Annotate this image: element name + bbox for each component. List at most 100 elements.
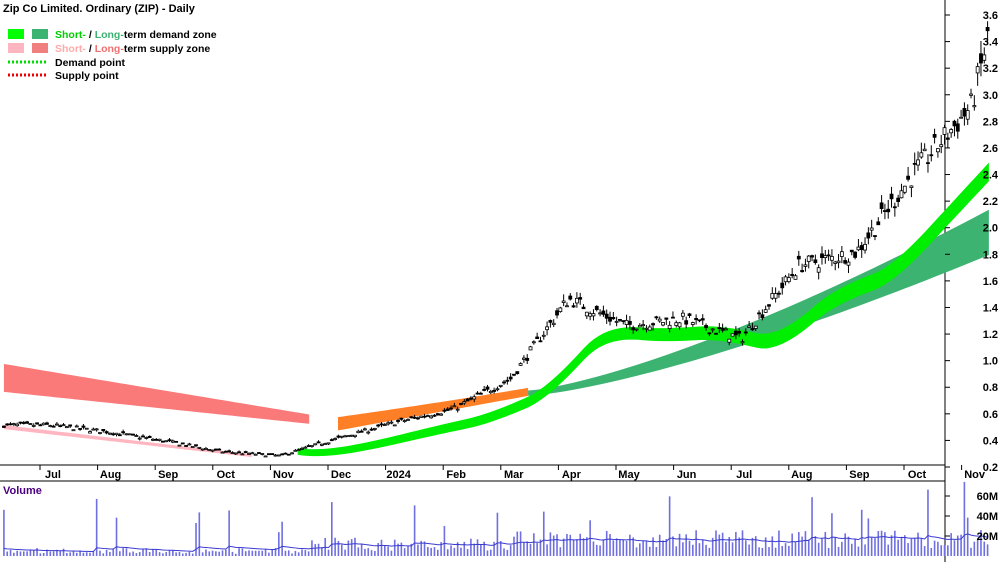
volume-bar — [261, 550, 264, 556]
volume-bar — [718, 534, 721, 556]
candle — [316, 440, 321, 444]
candle — [591, 309, 596, 321]
volume-tick-label: 60M — [977, 491, 998, 503]
candle — [727, 338, 732, 346]
legend-swatch-long-supply — [32, 43, 48, 53]
candle — [906, 166, 910, 182]
volume-bar — [433, 547, 436, 556]
volume-bar — [278, 532, 280, 556]
volume-bar — [231, 551, 234, 556]
volume-bar — [847, 536, 850, 556]
candle — [836, 254, 841, 269]
volume-bar — [824, 532, 827, 556]
volume-bar — [483, 541, 485, 556]
volume-bar — [880, 530, 883, 556]
candle — [614, 316, 619, 327]
x-tick-label: Dec — [331, 469, 351, 481]
volume-bar — [79, 550, 81, 556]
candle — [780, 277, 785, 295]
candle — [518, 362, 523, 366]
candle — [31, 423, 36, 428]
candle — [919, 142, 924, 159]
volume-bar — [986, 544, 989, 556]
volume-bar — [218, 551, 220, 556]
volume-bar — [234, 553, 237, 556]
volume-bar — [42, 553, 45, 556]
volume-bar — [181, 553, 184, 556]
volume-bar — [403, 548, 406, 556]
candle — [35, 422, 39, 425]
candle — [531, 340, 536, 345]
volume-bar — [629, 534, 631, 556]
y-tick-label: 3.4 — [983, 37, 999, 49]
candle — [260, 453, 265, 456]
volume-bar — [894, 530, 896, 556]
volume-bar — [102, 553, 105, 556]
candle — [346, 435, 351, 438]
candle — [813, 254, 818, 265]
volume-bar — [665, 538, 668, 556]
volume-bar — [930, 547, 933, 556]
volume-bar — [453, 547, 456, 556]
volume-bar — [72, 550, 75, 556]
volume-bar — [99, 550, 101, 556]
candle — [710, 328, 715, 333]
candle — [167, 438, 172, 442]
candle — [561, 294, 566, 307]
volume-bar — [950, 533, 952, 556]
volume-bar — [493, 541, 495, 556]
volume-bar — [374, 550, 376, 556]
volume-bar — [476, 539, 479, 556]
candle — [190, 446, 195, 448]
volume-bar — [367, 548, 370, 556]
volume-bar — [344, 549, 346, 556]
volume-bar — [807, 539, 810, 556]
candle — [164, 440, 169, 443]
volume-bar — [443, 526, 446, 556]
candle — [873, 235, 877, 241]
volume-bar — [672, 536, 674, 556]
candle — [366, 430, 371, 435]
volume-bar — [711, 537, 714, 556]
y-tick-label: 2.4 — [983, 170, 999, 182]
y-tick-label: 1.0 — [983, 356, 998, 368]
candle — [74, 424, 79, 428]
candle — [866, 227, 871, 245]
volume-bar — [62, 548, 65, 556]
volume-bar — [284, 550, 287, 556]
candle — [353, 434, 357, 439]
volume-bar — [301, 549, 303, 556]
volume-bar — [360, 543, 363, 556]
volume-bar — [456, 542, 459, 556]
volume-bar — [162, 553, 164, 556]
x-tick-label: May — [618, 469, 640, 481]
candle — [333, 437, 338, 441]
volume-bar — [682, 542, 684, 556]
volume-bar — [258, 550, 260, 556]
volume-bar — [307, 551, 310, 556]
volume-bar — [188, 551, 191, 556]
volume-bar — [85, 552, 88, 556]
legend-long-label: Long- — [95, 29, 125, 41]
candle — [916, 151, 920, 171]
candle — [637, 323, 642, 328]
volume-bar — [393, 539, 396, 556]
volume-bar — [774, 547, 777, 556]
candle — [896, 194, 901, 207]
x-tick-label: Oct — [217, 469, 236, 481]
candle — [363, 427, 367, 431]
volume-bar — [632, 537, 634, 556]
candle — [15, 422, 20, 427]
volume-bar — [609, 534, 611, 556]
volume-bar — [287, 550, 290, 556]
volume-bar — [542, 511, 545, 556]
volume-bar — [943, 545, 946, 556]
legend-sep: / — [86, 29, 95, 41]
volume-bar — [264, 549, 267, 556]
candle — [922, 143, 927, 152]
candle — [141, 434, 145, 438]
volume-bar — [778, 530, 780, 556]
y-tick-label: 0.2 — [983, 462, 998, 474]
volume-bar — [178, 551, 181, 556]
volume-bar — [877, 531, 880, 556]
